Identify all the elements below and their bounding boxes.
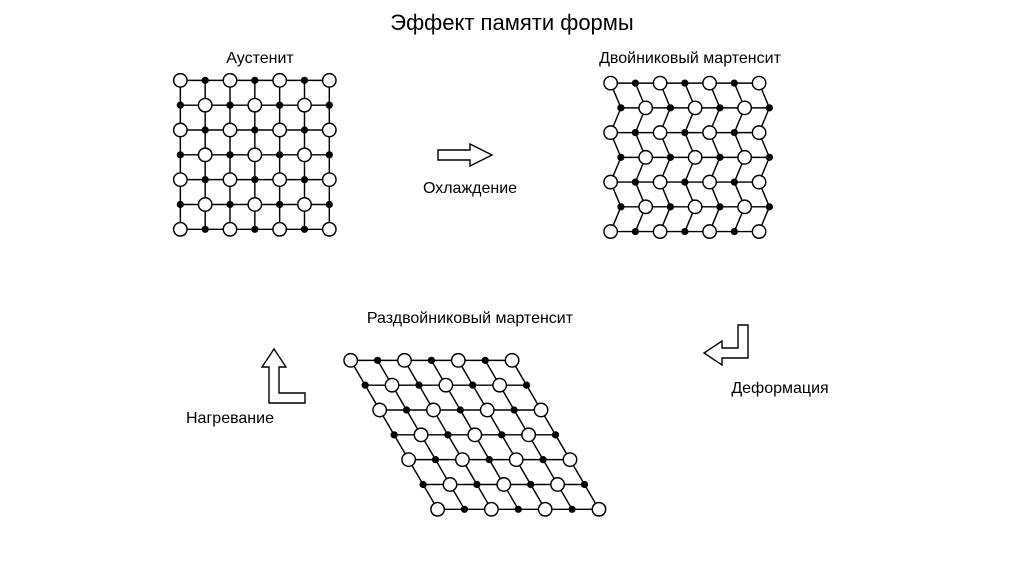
austenite-lattice [170, 70, 350, 250]
deformation-label: Деформация [700, 380, 860, 398]
cooling-label: Охлаждение [395, 180, 545, 198]
page-title: Эффект памяти формы [0, 10, 1024, 36]
heating-label: Нагревание [165, 410, 295, 428]
detwinned-martensite-label: Раздвойниковый мартенсит [320, 310, 620, 328]
cooling-arrow-icon [430, 140, 500, 170]
austenite-label: Аустенит [170, 50, 350, 68]
detwinned-martensite-lattice [335, 350, 625, 530]
twinned-martensite-label: Двойниковый мартенсит [545, 50, 835, 68]
deformation-arrow-icon [700, 320, 760, 375]
heating-arrow-icon [255, 345, 310, 405]
twinned-martensite-lattice [590, 70, 790, 255]
